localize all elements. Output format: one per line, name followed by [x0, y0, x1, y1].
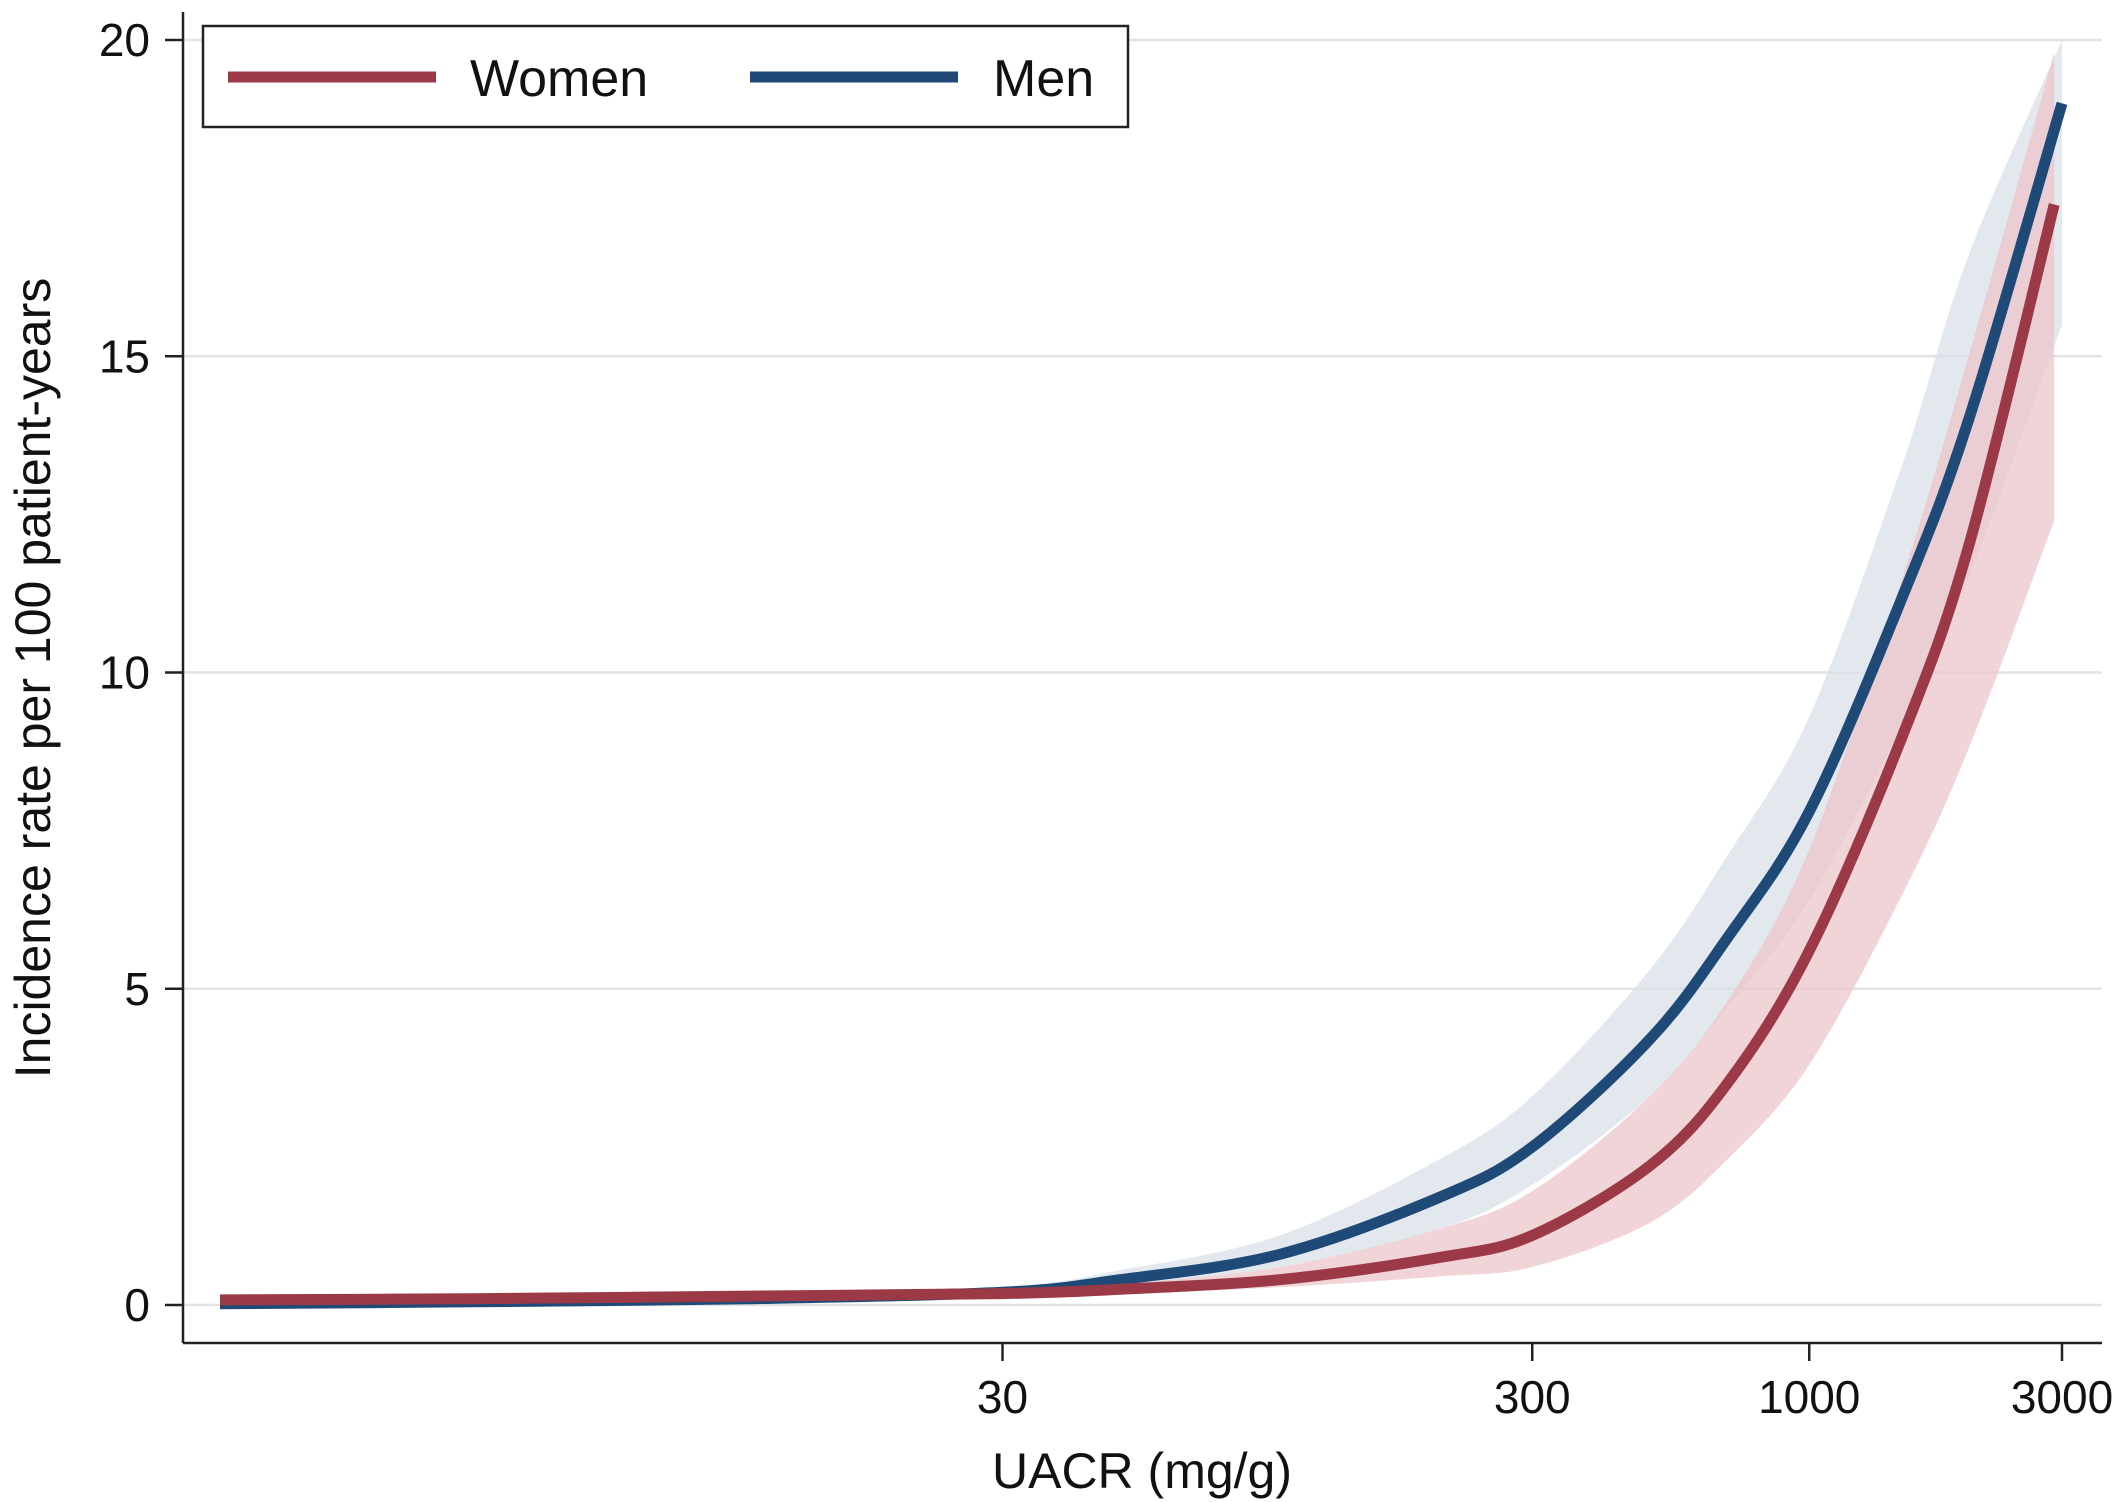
x-axis-title: UACR (mg/g): [992, 1443, 1292, 1499]
x-tick-label: 30: [977, 1371, 1028, 1423]
x-tick-label: 3000: [2011, 1371, 2113, 1423]
y-tick-label: 20: [99, 14, 150, 66]
confidence-band-women: [220, 52, 2055, 1302]
legend-label-women: Women: [470, 50, 648, 108]
series-lines: [219, 101, 2068, 1310]
y-tick-label: 0: [124, 1279, 150, 1331]
legend: Women Men: [201, 24, 1130, 129]
x-tick-label: 1000: [1758, 1371, 1860, 1423]
x-tick-label: 300: [1494, 1371, 1571, 1423]
y-tick-label: 5: [124, 963, 150, 1015]
legend-label-men: Men: [993, 50, 1094, 108]
gridlines: [183, 38, 2102, 1307]
series-line-women: [219, 203, 2060, 1306]
series-line-men: [219, 101, 2068, 1310]
y-axis-title: Incidence rate per 100 patient-years: [5, 278, 61, 1079]
y-tick-label: 15: [99, 330, 150, 382]
axes: 0 5 10 15 20 30 300 1000 3000 UACR (mg/g) Incidenc…: [5, 12, 2113, 1499]
y-tick-label: 10: [99, 647, 150, 699]
